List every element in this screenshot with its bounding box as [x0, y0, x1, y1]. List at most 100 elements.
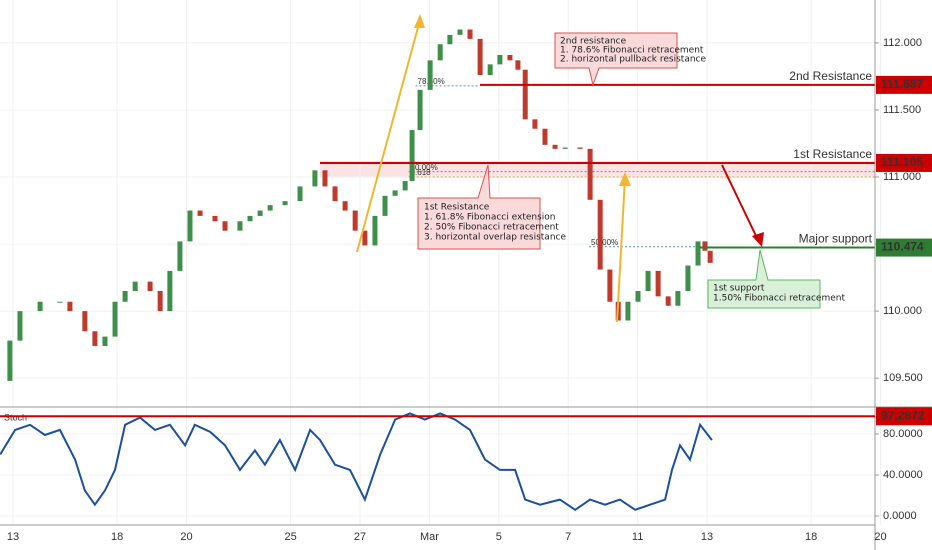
x-tick-label: 20 — [180, 531, 192, 543]
level-value-box — [876, 75, 932, 94]
note-box — [417, 164, 541, 250]
x-tick-label: 11 — [632, 531, 643, 543]
y-tick-label: 110.000 — [883, 305, 922, 317]
candle — [532, 119, 538, 129]
candle — [695, 241, 701, 266]
candle — [392, 190, 398, 196]
level-name: 1st Resistance — [793, 147, 872, 161]
note: 1st support 1.50% Fibonacci retracement — [707, 249, 845, 309]
candle — [562, 147, 568, 149]
candle — [222, 221, 228, 231]
resistance-zone — [320, 161, 875, 177]
candle — [427, 60, 433, 90]
level-name: 2nd Resistance — [789, 69, 872, 83]
y-tick-label: 111.500 — [883, 104, 921, 116]
arrow — [356, 19, 421, 253]
candle — [552, 144, 558, 149]
note-line: 1st Resistance — [424, 203, 490, 213]
candle — [122, 291, 128, 302]
arrow-head — [752, 232, 764, 247]
stoch-line — [0, 412, 713, 512]
fib-label: 0.618 — [411, 168, 432, 177]
candle — [477, 38, 483, 76]
candle — [542, 128, 548, 145]
note-line: 2nd resistance — [560, 37, 627, 47]
level-name: Major support — [799, 232, 873, 246]
candle — [332, 186, 338, 202]
candle — [167, 270, 173, 312]
y-tick-label: 112.000 — [883, 37, 922, 49]
candle — [497, 54, 503, 65]
candle — [467, 29, 473, 39]
candle — [577, 147, 583, 149]
y-tick-label: 80.0000 — [883, 428, 923, 440]
note-line: 1. 61.8% Fibonacci extension — [424, 213, 556, 223]
candle — [675, 291, 681, 306]
arrow — [616, 177, 626, 323]
note-line: 1. 78.6% Fibonacci retracement — [560, 46, 704, 56]
candle — [37, 301, 43, 312]
candle — [507, 54, 513, 61]
note-line: 2. 50% Fibonacci retracement — [424, 223, 559, 233]
candle — [665, 296, 671, 306]
y-tick-label: 111.000 — [883, 171, 921, 183]
candle — [237, 221, 243, 231]
x-tick-label: 18 — [111, 531, 123, 543]
candle — [102, 336, 108, 346]
x-tick-label: 5 — [496, 531, 502, 543]
candle — [362, 230, 368, 246]
candle — [382, 195, 388, 216]
candle — [487, 64, 493, 76]
x-tick-label: 13 — [7, 531, 19, 543]
x-tick-label: 13 — [701, 531, 713, 543]
candle — [92, 331, 98, 346]
level-value-box — [876, 238, 932, 257]
level-value: 110.474 — [881, 240, 924, 254]
candle — [625, 301, 631, 321]
candle — [372, 215, 378, 246]
x-tick-label: 20 — [874, 531, 886, 543]
x-tick-label: Mar — [420, 531, 439, 543]
candle — [67, 301, 73, 312]
candle — [342, 201, 348, 211]
x-tick-label: 27 — [354, 531, 366, 543]
x-tick-label: 18 — [805, 531, 817, 543]
candle — [685, 265, 691, 292]
candle — [82, 311, 88, 332]
candle — [447, 34, 453, 45]
note-line: 2. horizontal pullback resistance — [560, 55, 706, 65]
candle — [597, 199, 603, 270]
candle — [197, 210, 203, 216]
candle — [297, 186, 303, 202]
note: 2nd resistance 1. 78.6% Fibonacci retrac… — [554, 32, 706, 87]
note-box — [554, 32, 678, 87]
candle — [257, 210, 263, 216]
candle — [322, 170, 328, 187]
arrow-head — [619, 172, 631, 186]
candle — [522, 69, 528, 120]
candle — [402, 181, 408, 191]
candle — [17, 311, 23, 341]
arrow — [721, 164, 759, 241]
y-tick-label: 40.0000 — [883, 469, 923, 481]
note-line: 3. horizontal overlap resistance — [424, 233, 566, 243]
candle — [417, 89, 423, 131]
candle — [247, 215, 253, 222]
candle — [587, 148, 593, 200]
note-box — [707, 249, 821, 309]
candle — [702, 241, 708, 251]
candle — [457, 29, 463, 35]
candle — [177, 241, 183, 271]
candle — [282, 201, 288, 206]
candle — [645, 270, 651, 292]
candle — [409, 130, 415, 182]
candle — [312, 170, 318, 187]
candle — [352, 210, 358, 231]
level-value-box — [876, 153, 932, 172]
level-value: 111.687 — [881, 77, 923, 91]
candle — [267, 205, 273, 211]
y-tick-label: 109.500 — [883, 372, 923, 384]
note-line: 1st support — [713, 284, 765, 294]
